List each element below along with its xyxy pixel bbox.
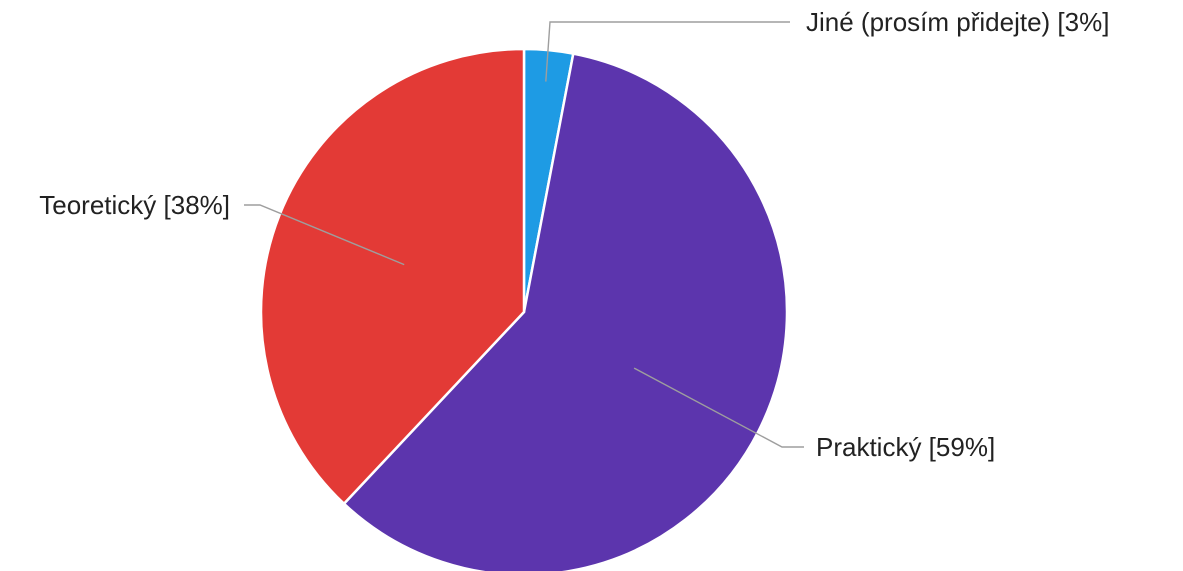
pie-slice-prakticky: [342, 52, 789, 571]
leader-line: [633, 367, 804, 448]
leader-line: [545, 21, 790, 82]
pie-slice-teoreticky: [259, 47, 526, 506]
leader-lines: [244, 21, 804, 448]
slice-label: Teoretický [38%]: [39, 190, 230, 220]
pie-slices: [259, 47, 789, 571]
slice-label: Jiné (prosím přidejte) [3%]: [806, 7, 1109, 37]
slice-labels: Jiné (prosím přidejte) [3%] Praktický [59…: [39, 7, 1109, 462]
leader-line: [244, 204, 405, 266]
slice-label: Praktický [59%]: [816, 432, 995, 462]
